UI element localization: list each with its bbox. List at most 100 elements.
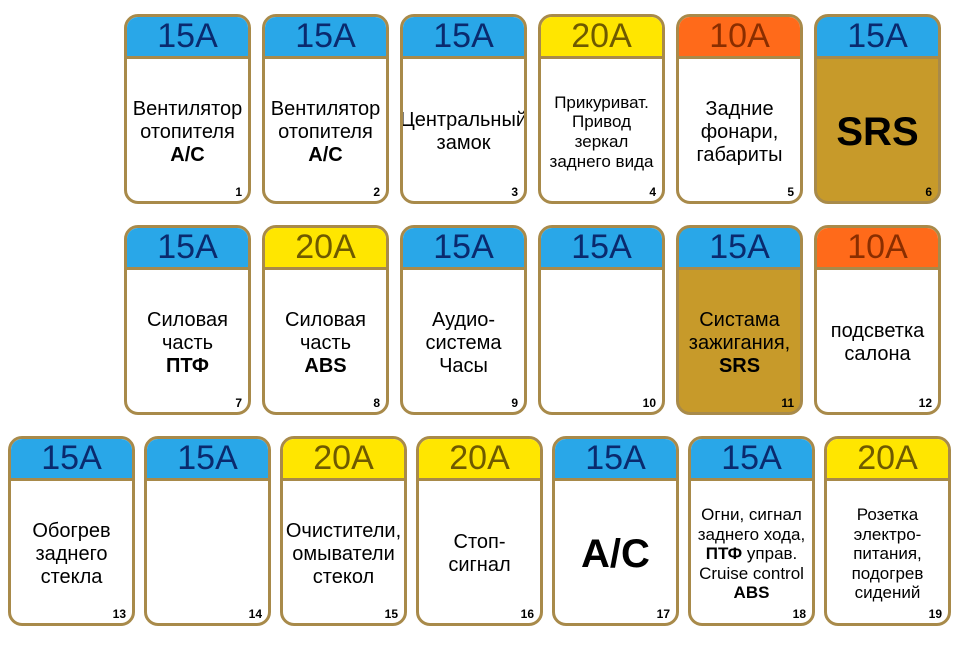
fuse-index: 10 <box>643 396 656 410</box>
fuse-description: СиловаячастьПТФ <box>127 270 248 412</box>
fuse-line: заднего <box>35 543 107 566</box>
fuse-rating: 15A <box>127 228 248 270</box>
fuse-4: 20AПрикуриват.Приводзеркалзаднего вида4 <box>538 14 665 204</box>
fuse-index: 13 <box>113 607 126 621</box>
fuse-line: Огни, сигнал <box>701 505 802 525</box>
fuse-index: 12 <box>919 396 932 410</box>
fuse-line: отопителя <box>278 121 373 144</box>
fuse-line: Стоп- <box>454 531 506 554</box>
fuse-index: 3 <box>511 185 518 199</box>
fuse-7: 15AСиловаячастьПТФ7 <box>124 225 251 415</box>
fuse-description <box>147 481 268 623</box>
fuse-line: Вентилятор <box>133 98 243 121</box>
fuse-index: 5 <box>787 185 794 199</box>
fuse-description: Стоп-сигнал <box>419 481 540 623</box>
fuse-description: Розеткаэлектро-питания,подогревсидений <box>827 481 948 623</box>
fuse-15: 20A Очистители,омывателистекол 15 <box>280 436 407 626</box>
fuse-line: ABS <box>734 583 770 603</box>
fuse-14: 15A14 <box>144 436 271 626</box>
fuse-description: Аудио-системаЧасы <box>403 270 524 412</box>
fuse-line: сигнал <box>448 554 510 577</box>
fuse-description <box>541 270 662 412</box>
fuse-17: 15AA/C17 <box>552 436 679 626</box>
fuse-index: 8 <box>373 396 380 410</box>
fuse-11: 15AСистамазажигания,SRS11 <box>676 225 803 415</box>
fuse-line: Очистители, <box>286 520 401 543</box>
fuse-index: 11 <box>781 396 794 410</box>
fuse-rating: 15A <box>403 17 524 59</box>
fuse-line: подсветка <box>831 320 925 343</box>
fuse-line: ПТФ <box>166 355 209 378</box>
fuse-6: 15A SRS 6 <box>814 14 941 204</box>
fuse-line: Обогрев <box>32 520 110 543</box>
fuse-description: Прикуриват.Приводзеркалзаднего вида <box>541 59 662 201</box>
fuse-line: питания, <box>853 544 922 564</box>
fuse-rating: 20A <box>265 228 386 270</box>
fuse-19: 20AРозеткаэлектро-питания,подогревсидени… <box>824 436 951 626</box>
fuse-index: 6 <box>925 185 932 199</box>
fuse-line: Вентилятор <box>271 98 381 121</box>
fuse-3: 15AЦентральныйзамок3 <box>400 14 527 204</box>
fuse-rating: 10A <box>679 17 800 59</box>
fuse-line: Систама <box>699 309 780 332</box>
fuse-line: замок <box>437 132 491 155</box>
fuse-rating: 20A <box>419 439 540 481</box>
fuse-line: ABS <box>304 355 346 378</box>
fuse-line: омыватели <box>292 543 395 566</box>
fuse-line: Часы <box>439 355 488 378</box>
fuse-line: зеркал <box>575 132 629 152</box>
fuse-line: Силовая <box>285 309 366 332</box>
fuse-description: Обогревзаднегостекла <box>11 481 132 623</box>
fuse-rating: 15A <box>265 17 386 59</box>
fuse-rating: 20A <box>827 439 948 481</box>
fuse-rating: 15A <box>555 439 676 481</box>
fuse-line: отопителя <box>140 121 235 144</box>
fuse-index: 18 <box>793 607 806 621</box>
fuse-description: A/C <box>555 481 676 623</box>
fuse-18: 15AОгни, сигналзаднего хода,ПТФ управ.Cr… <box>688 436 815 626</box>
fuse-index: 19 <box>929 607 942 621</box>
fuse-line: Задние <box>705 98 773 121</box>
fuse-index: 2 <box>373 185 380 199</box>
fuse-10: 15A 10 <box>538 225 665 415</box>
fuse-line: салона <box>844 343 910 366</box>
fuse-line: фонари, <box>701 121 779 144</box>
fuse-index: 17 <box>657 607 670 621</box>
fuse-line: Прикуриват. <box>554 93 649 113</box>
fuse-line: A/C <box>170 144 204 167</box>
fuse-line: SRS <box>836 109 918 155</box>
fuse-line: сидений <box>855 583 921 603</box>
fuse-description: ВентиляторотопителяA/C <box>265 59 386 201</box>
fuse-line: ПТФ управ. <box>706 544 798 564</box>
fuse-index: 4 <box>649 185 656 199</box>
fuse-line: габариты <box>697 144 783 167</box>
fuse-line: стекол <box>313 566 374 589</box>
fuse-line: стекла <box>41 566 103 589</box>
fuse-rating: 20A <box>283 439 404 481</box>
fuse-line: Привод <box>572 112 631 132</box>
fuse-description: Задниефонари,габариты <box>679 59 800 201</box>
fuse-2: 15AВентиляторотопителяA/C2 <box>262 14 389 204</box>
fuse-line: электро- <box>854 525 922 545</box>
fuse-rating: 20A <box>541 17 662 59</box>
fuse-line: заднего вида <box>550 152 654 172</box>
fuse-line: часть <box>300 332 351 355</box>
fuse-index: 9 <box>511 396 518 410</box>
fuse-line: Cruise control <box>699 564 804 584</box>
fuse-rating: 15A <box>541 228 662 270</box>
fuse-9: 15AАудио-системаЧасы9 <box>400 225 527 415</box>
fuse-index: 7 <box>235 396 242 410</box>
fuse-line: Аудио- <box>432 309 495 332</box>
fuse-description: СиловаячастьABS <box>265 270 386 412</box>
fuse-description: SRS <box>817 59 938 201</box>
fuse-line: Розетка <box>857 505 918 525</box>
fuse-rating: 15A <box>817 17 938 59</box>
fuse-rating: 15A <box>691 439 812 481</box>
fuse-rating: 15A <box>679 228 800 270</box>
fuse-16: 20AСтоп-сигнал16 <box>416 436 543 626</box>
fuse-description: ВентиляторотопителяA/C <box>127 59 248 201</box>
fuse-line: SRS <box>719 355 760 378</box>
fuse-index: 15 <box>385 607 398 621</box>
fuse-rating: 15A <box>11 439 132 481</box>
fuse-line: система <box>425 332 501 355</box>
